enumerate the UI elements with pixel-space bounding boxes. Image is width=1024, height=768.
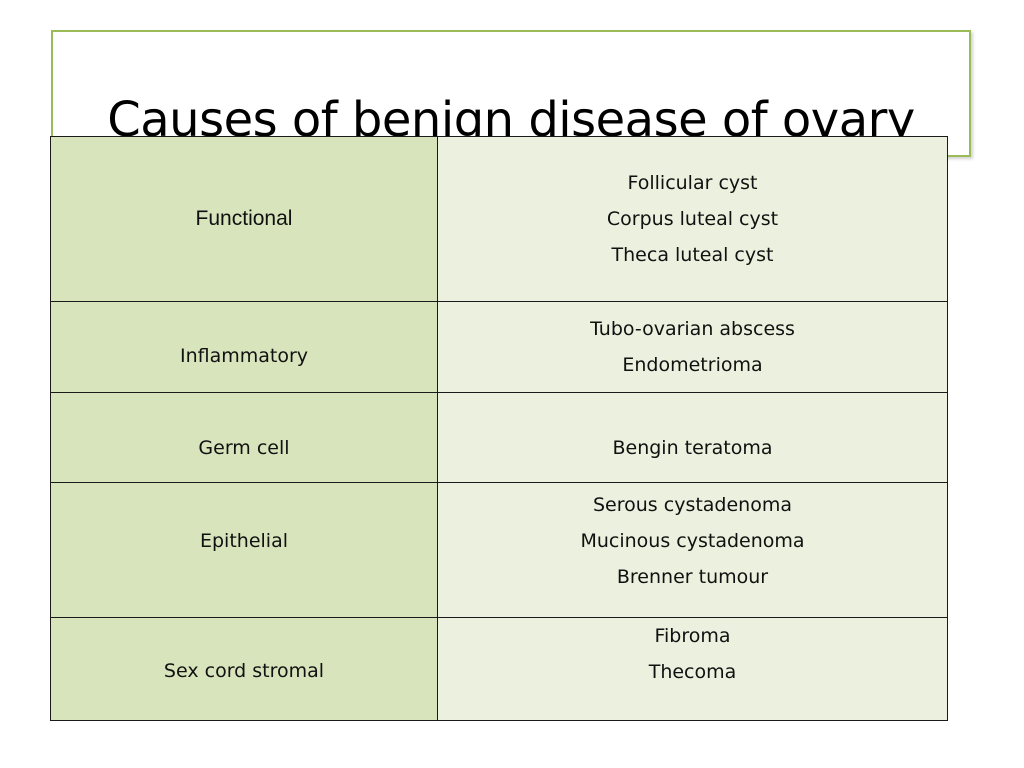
items-cell: Fibroma Thecoma [437, 617, 948, 721]
item-text: Fibroma [654, 625, 731, 647]
category-label: Inflammatory [179, 345, 309, 367]
category-cell: Epithelial [50, 482, 438, 618]
category-label: Epithelial [199, 530, 288, 552]
item-text: Thecoma [648, 661, 737, 683]
table-row: Sex cord stromal Fibroma Thecoma [50, 617, 948, 721]
category-cell: Sex cord stromal [50, 617, 438, 721]
category-label: Functional [195, 207, 293, 230]
item-text: Endometrioma [622, 354, 763, 376]
item-text: Follicular cyst [627, 172, 758, 194]
items-cell: Bengin teratoma [437, 392, 948, 483]
items-cell: Serous cystadenoma Mucinous cystadenoma … [437, 482, 948, 618]
category-label: Germ cell [198, 436, 290, 459]
item-text: Serous cystadenoma [593, 494, 792, 516]
category-cell: Germ cell [50, 392, 438, 483]
item-text: Brenner tumour [616, 566, 769, 588]
items-cell: Tubo-ovarian abscess Endometrioma [437, 301, 948, 393]
table-row: Inflammatory Tubo-ovarian abscess Endome… [50, 301, 948, 393]
causes-table: Functional Follicular cyst Corpus luteal… [50, 136, 948, 721]
table-row: Functional Follicular cyst Corpus luteal… [50, 136, 948, 302]
table-row: Epithelial Serous cystadenoma Mucinous c… [50, 482, 948, 618]
item-text: Theca luteal cyst [611, 244, 774, 266]
table-row: Germ cell Bengin teratoma [50, 392, 948, 483]
category-cell: Functional [50, 136, 438, 302]
item-text: Corpus luteal cyst [606, 208, 779, 230]
item-text: Bengin teratoma [612, 436, 773, 459]
category-label: Sex cord stromal [163, 660, 325, 682]
items-cell: Follicular cyst Corpus luteal cyst Theca… [437, 136, 948, 302]
item-text: Mucinous cystadenoma [580, 530, 805, 552]
category-cell: Inflammatory [50, 301, 438, 393]
item-text: Tubo-ovarian abscess [590, 318, 795, 340]
